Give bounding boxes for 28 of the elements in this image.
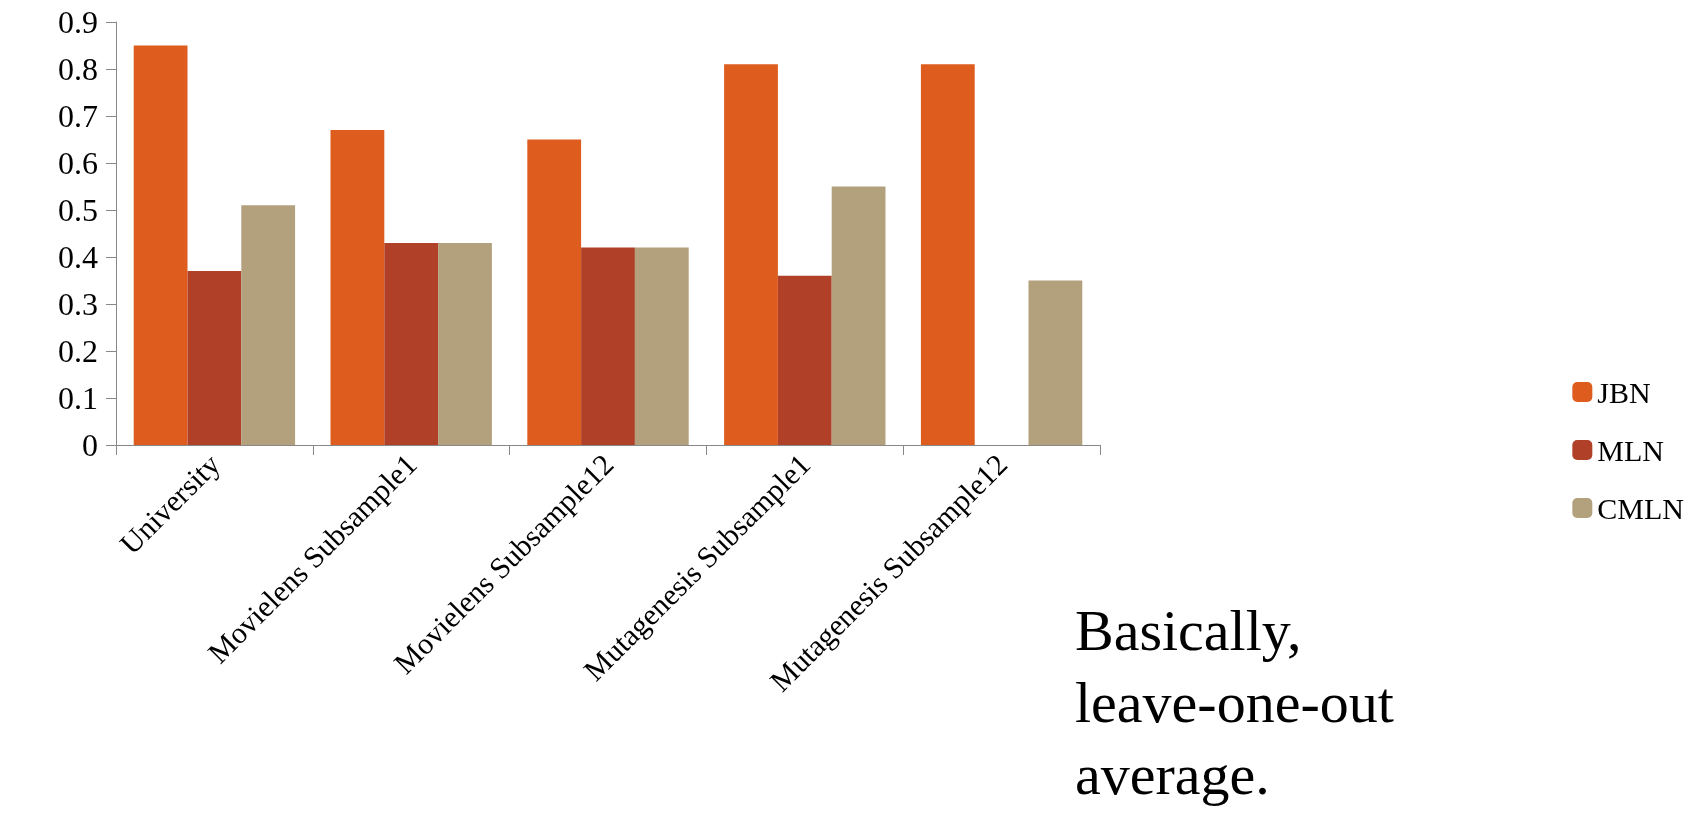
bar [527, 139, 582, 445]
y-tick-label: 0.1 [58, 380, 98, 416]
bar [187, 271, 242, 445]
y-tick-label: 0.4 [58, 239, 98, 275]
bar [581, 247, 635, 445]
bar [330, 130, 385, 445]
y-tick-label: 0.7 [58, 98, 98, 134]
y-tick-label: 0.9 [58, 4, 98, 40]
bar [831, 186, 886, 445]
y-tick-label: 0.2 [58, 333, 98, 369]
bar [438, 242, 492, 445]
bar [133, 45, 188, 445]
legend-label: CMLN [1597, 491, 1685, 525]
legend-label: MLN [1597, 433, 1664, 467]
bar [920, 64, 975, 445]
text: Basically, leave-one-out average. [1075, 597, 1395, 809]
bar [634, 247, 689, 445]
bar [724, 64, 778, 445]
y-tick-label: 0.6 [58, 145, 98, 181]
legend-label: JBN [1597, 375, 1651, 409]
bar [777, 275, 832, 445]
y-tick-label: 0.5 [58, 192, 98, 228]
bar [241, 205, 296, 445]
y-tick-label: 0 [82, 427, 98, 463]
bar [384, 242, 439, 445]
y-tick-label: 0.8 [58, 51, 98, 87]
bar [1028, 280, 1083, 445]
y-tick-label: 0.3 [58, 286, 98, 322]
